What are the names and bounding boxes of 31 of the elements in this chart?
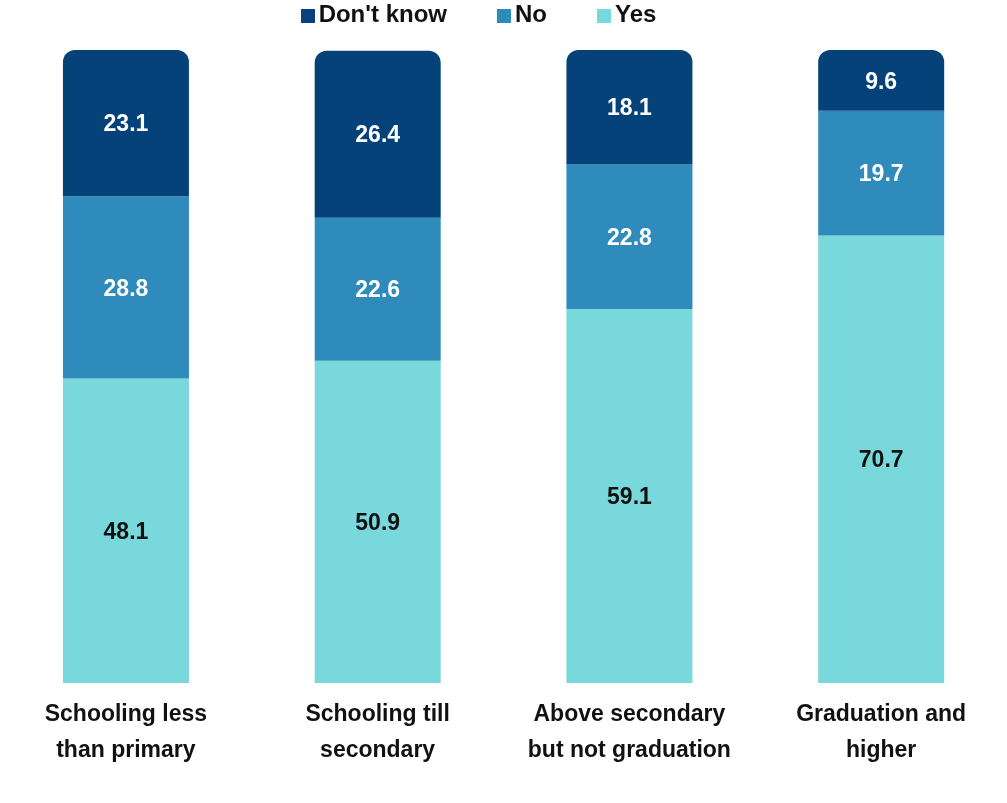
bar bbox=[62, 50, 189, 197]
bar bbox=[62, 378, 189, 683]
data-label: 48.1 bbox=[103, 517, 149, 544]
bar bbox=[566, 308, 693, 683]
data-label: 26.4 bbox=[355, 121, 401, 148]
bar bbox=[566, 50, 693, 165]
data-label: 22.6 bbox=[355, 276, 401, 303]
legend-label: No bbox=[514, 0, 547, 27]
x-tick-label: Schooling till secondary bbox=[305, 700, 450, 762]
bar bbox=[62, 196, 189, 379]
x-tick-label: Schooling less than primary bbox=[44, 700, 208, 762]
data-label: 23.1 bbox=[103, 110, 149, 137]
data-label: 28.8 bbox=[103, 274, 149, 301]
data-label: 18.1 bbox=[607, 94, 653, 121]
legend-label: Don't know bbox=[318, 0, 447, 27]
data-label: 22.8 bbox=[607, 223, 653, 250]
bar bbox=[818, 235, 945, 683]
bar bbox=[818, 110, 945, 236]
bar bbox=[314, 50, 441, 218]
bar bbox=[566, 164, 693, 309]
data-label: 59.1 bbox=[607, 483, 653, 510]
data-label: 50.9 bbox=[355, 509, 401, 536]
bar bbox=[314, 217, 441, 361]
data-label: 9.6 bbox=[865, 67, 898, 94]
bar bbox=[314, 360, 441, 683]
bar bbox=[818, 50, 945, 111]
data-label: 19.7 bbox=[858, 160, 904, 187]
legend-label: Yes bbox=[614, 0, 657, 27]
data-label: 70.7 bbox=[858, 446, 904, 473]
x-tick-label: Above secondary but not graduation bbox=[527, 700, 731, 762]
x-tick-label: Graduation and higher bbox=[796, 700, 967, 762]
